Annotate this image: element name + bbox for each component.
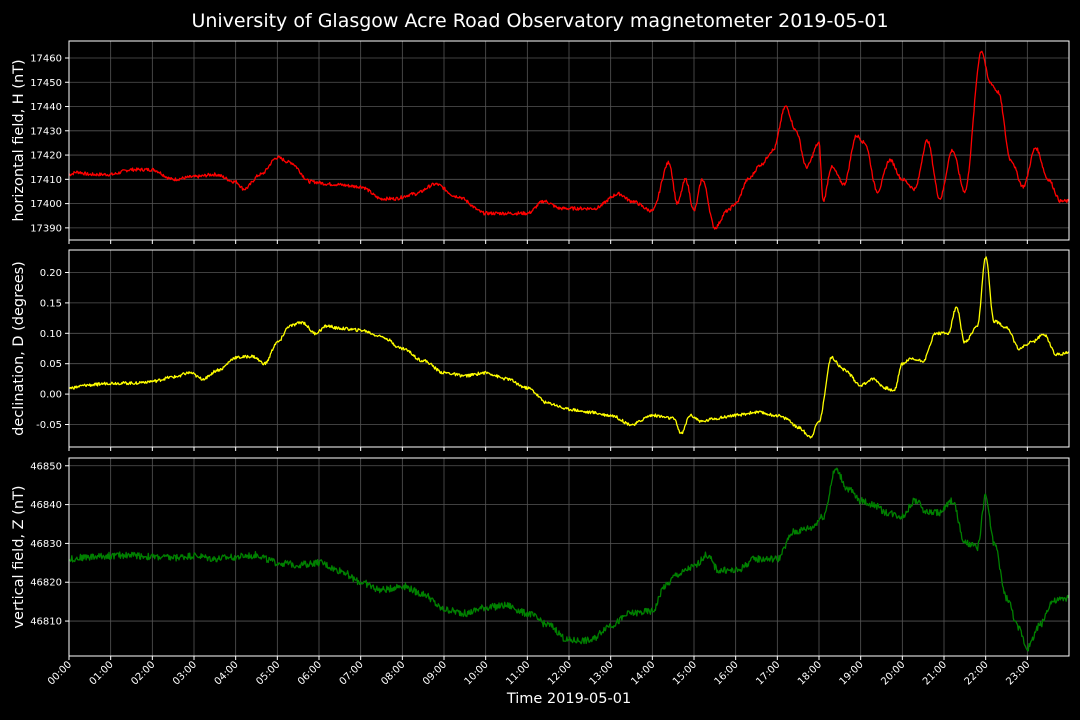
x-tick-label: 22:00: [963, 659, 991, 687]
x-axis-label: Time 2019-05-01: [506, 691, 632, 707]
x-tick-label: 11:00: [504, 659, 532, 687]
x-tick-label: 02:00: [129, 659, 157, 687]
y-axis-label: horizontal field, H (nT): [11, 59, 27, 221]
y-tick-label: 17420: [30, 151, 62, 162]
y-tick-label: 46850: [30, 461, 62, 472]
x-tick-label: 15:00: [671, 659, 699, 687]
x-tick-label: 19:00: [838, 659, 866, 687]
axes-frame: [68, 249, 1070, 448]
y-tick-label: 17450: [30, 78, 62, 89]
x-tick-label: 01:00: [88, 659, 116, 687]
y-tick-label: 0.20: [40, 268, 62, 279]
x-tick-label: 21:00: [921, 659, 949, 687]
x-tick-label: 10:00: [463, 659, 491, 687]
x-tick-label: 13:00: [588, 659, 616, 687]
y-tick-label: -0.05: [36, 420, 62, 431]
y-tick-label: 0.15: [40, 298, 62, 309]
x-tick-label: 08:00: [379, 659, 407, 687]
x-tick-label: 23:00: [1004, 659, 1032, 687]
series-line-z: [68, 467, 1070, 652]
y-tick-label: 0.10: [40, 329, 62, 340]
y-tick-label: 46830: [30, 539, 62, 550]
axes-frame: [68, 457, 1070, 657]
x-tick-label: 07:00: [338, 659, 366, 687]
y-axis-label: vertical field, Z (nT): [11, 485, 27, 628]
y-tick-label: 17460: [30, 53, 62, 64]
x-tick-label: 16:00: [713, 659, 741, 687]
axes-frame: [68, 40, 1070, 241]
y-tick-label: 0.05: [40, 359, 62, 370]
x-tick-label: 18:00: [796, 659, 824, 687]
x-tick-label: 12:00: [546, 659, 574, 687]
x-tick-label: 05:00: [254, 659, 282, 687]
y-tick-label: 46810: [30, 617, 62, 628]
x-tick-label: 03:00: [171, 659, 199, 687]
y-tick-label: 17440: [30, 102, 62, 113]
y-tick-label: 17430: [30, 126, 62, 137]
x-tick-label: 14:00: [629, 659, 657, 687]
x-tick-label: 04:00: [213, 659, 241, 687]
y-axis-label: declination, D (degrees): [11, 261, 27, 436]
series-line-h: [68, 50, 1070, 230]
x-tick-label: 20:00: [879, 659, 907, 687]
y-tick-label: 46820: [30, 578, 62, 589]
x-tick-label: 06:00: [296, 659, 324, 687]
y-tick-label: 0.00: [40, 390, 62, 401]
y-tick-label: 46840: [30, 500, 62, 511]
y-tick-label: 17410: [30, 175, 62, 186]
series-line-d: [68, 256, 1070, 439]
x-tick-label: 09:00: [421, 659, 449, 687]
y-tick-label: 17390: [30, 223, 62, 234]
chart-title: University of Glasgow Acre Road Observat…: [191, 10, 889, 32]
x-tick-label: 17:00: [754, 659, 782, 687]
x-tick-label: 00:00: [46, 659, 74, 687]
y-tick-label: 17400: [30, 199, 62, 210]
